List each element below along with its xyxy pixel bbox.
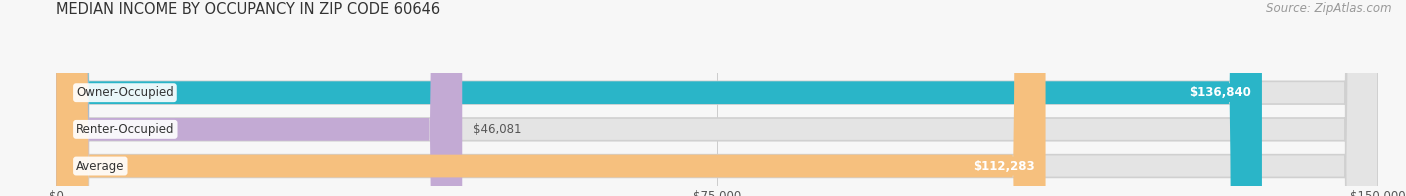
Text: Source: ZipAtlas.com: Source: ZipAtlas.com [1267, 2, 1392, 15]
FancyBboxPatch shape [56, 0, 1263, 196]
Text: Owner-Occupied: Owner-Occupied [76, 86, 174, 99]
Text: Renter-Occupied: Renter-Occupied [76, 123, 174, 136]
Text: Average: Average [76, 160, 125, 172]
FancyBboxPatch shape [56, 0, 1378, 196]
FancyBboxPatch shape [56, 0, 1378, 196]
Text: $136,840: $136,840 [1189, 86, 1251, 99]
FancyBboxPatch shape [56, 0, 1378, 196]
Text: $46,081: $46,081 [472, 123, 522, 136]
Text: $112,283: $112,283 [973, 160, 1035, 172]
FancyBboxPatch shape [56, 0, 463, 196]
FancyBboxPatch shape [56, 0, 1046, 196]
Text: MEDIAN INCOME BY OCCUPANCY IN ZIP CODE 60646: MEDIAN INCOME BY OCCUPANCY IN ZIP CODE 6… [56, 2, 440, 17]
